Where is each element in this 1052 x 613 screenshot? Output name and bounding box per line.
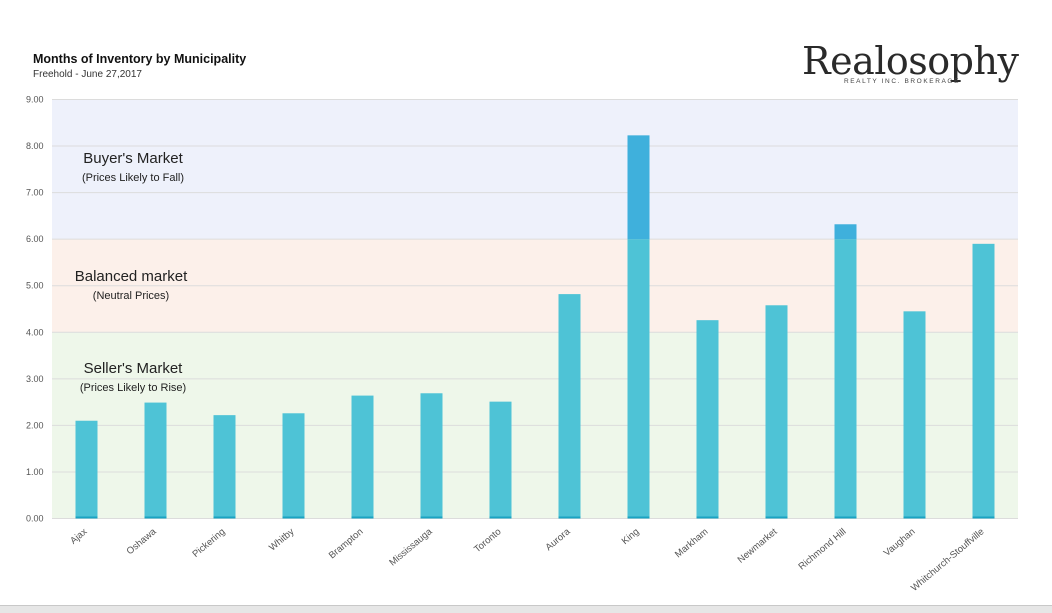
y-tick-label: 2.00: [26, 420, 44, 430]
y-tick-label: 4.00: [26, 327, 44, 337]
x-tick-label: Vaughan: [882, 526, 918, 558]
zone-label: Seller's Market: [84, 360, 184, 377]
bar-upper-segment: [627, 135, 650, 240]
bar-king: [627, 239, 650, 519]
bar-base: [627, 516, 650, 519]
bar-base: [489, 516, 512, 519]
bar-richmond-hill: [834, 239, 857, 519]
bar-whitby: [282, 413, 305, 519]
x-tick-label: Mississauga: [387, 526, 435, 568]
y-tick-label: 1.00: [26, 467, 44, 477]
y-tick-label: 7.00: [26, 188, 44, 198]
bar-base: [75, 516, 98, 519]
bar-base: [213, 516, 236, 519]
bar-base: [696, 516, 719, 519]
bar-toronto: [489, 401, 512, 519]
bar-markham: [696, 320, 719, 519]
logo-wordmark: Realosophy: [802, 39, 1019, 83]
bar-whitchurch-stouffville: [972, 243, 995, 519]
y-tick-label: 0.00: [26, 514, 44, 524]
x-tick-label: Whitchurch-Stouffville: [909, 526, 986, 593]
bar-aurora: [558, 294, 581, 519]
x-tick-label: King: [620, 526, 642, 547]
bar-oshawa: [144, 402, 167, 519]
bar-vaughan: [903, 311, 926, 519]
realosophy-logo: Realosophy REALTY INC. BROKERAGE: [802, 39, 1019, 85]
bar-base: [351, 516, 374, 519]
x-tick-label: Richmond Hill: [796, 526, 848, 572]
y-tick-label: 8.00: [26, 141, 44, 151]
zone-sublabel: (Prices Likely to Rise): [80, 382, 186, 394]
zone-label: Buyer's Market: [83, 150, 183, 167]
bar-pickering: [213, 415, 236, 519]
x-tick-label: Aurora: [544, 526, 573, 553]
chart-subtitle: Freehold - June 27,2017: [33, 69, 142, 80]
x-tick-label: Whitby: [267, 526, 297, 553]
bar-upper-segment: [834, 224, 857, 240]
x-tick-label: Oshawa: [125, 526, 159, 557]
x-tick-label: Brampton: [327, 526, 366, 561]
y-tick-label: 6.00: [26, 234, 44, 244]
zone-background-0: [52, 99, 1018, 240]
x-tick-label: Markham: [673, 526, 710, 560]
zone-sublabel: (Prices Likely to Fall): [82, 172, 184, 184]
x-tick-label: Toronto: [472, 526, 503, 555]
x-tick-label: Pickering: [190, 526, 227, 560]
x-tick-label: Ajax: [68, 526, 89, 546]
y-tick-label: 5.00: [26, 281, 44, 291]
zone-label: Balanced market: [75, 268, 188, 285]
bar-mississauga: [420, 393, 443, 519]
y-tick-label: 9.00: [26, 95, 44, 105]
bottom-scrollbar[interactable]: [0, 605, 1052, 613]
logo-tagline: REALTY INC. BROKERAGE: [843, 78, 961, 85]
bar-base: [972, 516, 995, 519]
bar-base: [282, 516, 305, 519]
x-tick-label: Newmarket: [736, 526, 780, 566]
bar-brampton: [351, 395, 374, 519]
bar-base: [765, 516, 788, 519]
bar-base: [558, 516, 581, 519]
bar-base: [420, 516, 443, 519]
bar-base: [834, 516, 857, 519]
bar-base: [144, 516, 167, 519]
y-tick-label: 3.00: [26, 374, 44, 384]
chart-title: Months of Inventory by Municipality: [33, 52, 247, 66]
zone-sublabel: (Neutral Prices): [93, 290, 169, 302]
bar-ajax: [75, 420, 98, 519]
bar-base: [903, 516, 926, 519]
bar-newmarket: [765, 305, 788, 519]
